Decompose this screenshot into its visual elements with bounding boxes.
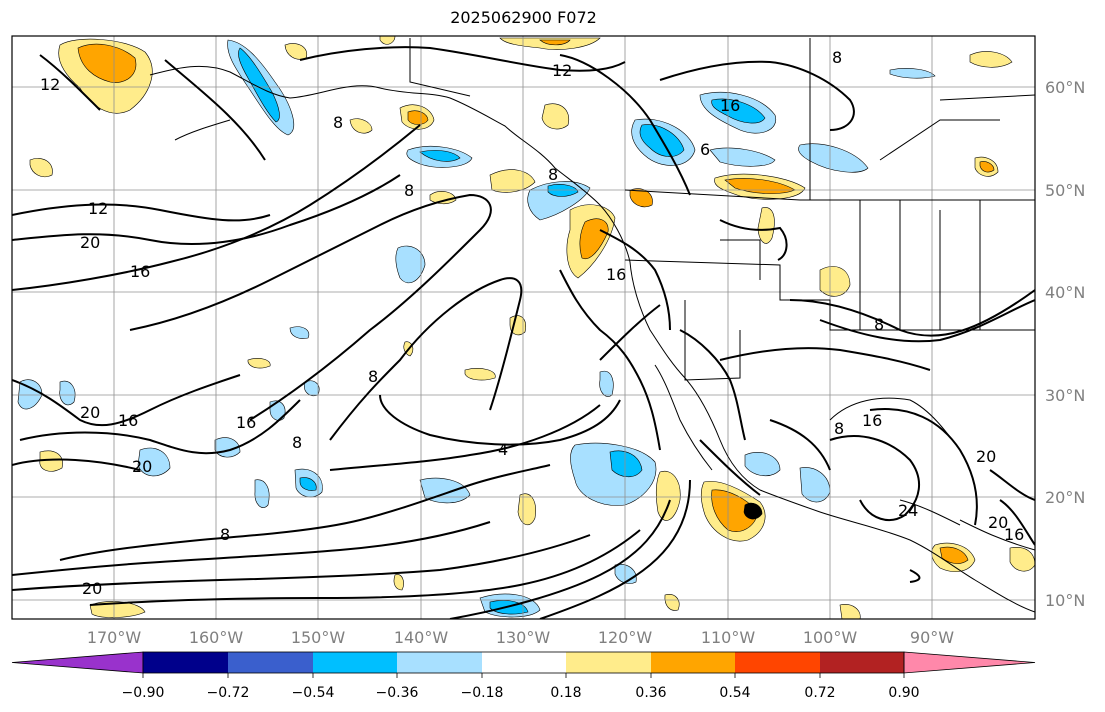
lon-label: 110°W (701, 628, 756, 647)
lat-label: 60°N (1045, 78, 1085, 97)
contour-labels: 12 12 8 8 8 8 6 12 20 16 16 16 20 16 20 … (40, 48, 1024, 598)
colorbar-tick-labels: −0.90 −0.72 −0.54 −0.36 −0.18 0.18 0.36 … (122, 685, 920, 701)
colorbar-segment (651, 652, 735, 673)
contour-label: 20 (82, 579, 102, 598)
colorbar-segment (482, 652, 566, 673)
contour-label: 8 (874, 315, 884, 334)
colorbar-tick: 0.54 (719, 685, 750, 701)
contour-label: 4 (498, 440, 508, 459)
lon-label: 150°W (291, 628, 346, 647)
colorbar-extend-min (11, 651, 144, 674)
lat-label: 50°N (1045, 181, 1085, 200)
contour-label: 16 (130, 262, 150, 281)
contour-label: 8 (292, 433, 302, 452)
contour-lines (12, 46, 1035, 619)
colorbar-segment (228, 652, 313, 673)
contour-label: 20 (988, 513, 1008, 532)
lon-label: 140°W (394, 628, 449, 647)
contour-label: 8 (220, 525, 230, 544)
contour-label: 16 (1004, 525, 1024, 544)
colorbar-tick: −0.72 (207, 685, 250, 701)
contour-label: 20 (132, 457, 152, 476)
contour-label: 12 (552, 61, 572, 80)
lat-label: 20°N (1045, 488, 1085, 507)
lat-label: 40°N (1045, 283, 1085, 302)
colorbar-outline (142, 651, 905, 674)
lon-label: 100°W (803, 628, 858, 647)
colorbar-tick: 0.72 (804, 685, 835, 701)
colorbar-tick: −0.18 (461, 685, 504, 701)
colorbar-segment (820, 652, 904, 673)
contour-label: 8 (834, 419, 844, 438)
contour-label: 12 (40, 75, 60, 94)
colorbar-segment (143, 652, 228, 673)
lon-label: 90°W (910, 628, 954, 647)
lon-label: 160°W (189, 628, 244, 647)
lon-label: 120°W (598, 628, 653, 647)
contour-label: 8 (333, 113, 343, 132)
colorbar-segment (313, 652, 397, 673)
colorbar-tick: −0.90 (122, 685, 165, 701)
contour-label: 20 (80, 403, 100, 422)
contour-label: 8 (404, 181, 414, 200)
map-frame (11, 35, 1036, 620)
colorbar-tick: 0.90 (888, 685, 919, 701)
contour-label: 8 (548, 165, 558, 184)
lat-label: 10°N (1045, 591, 1085, 610)
shading-layer (17, 36, 1035, 619)
contour-label: 12 (88, 199, 108, 218)
contour-label: 16 (720, 96, 740, 115)
colorbar-extend-max (903, 651, 1036, 674)
contour-label: 6 (700, 140, 710, 159)
colorbar-tick: 0.18 (550, 685, 581, 701)
contour-label: 16 (862, 411, 882, 430)
contour-label: 16 (606, 265, 626, 284)
colorbar (11, 651, 1036, 678)
colorbar-segment (735, 652, 820, 673)
contour-label: 16 (118, 411, 138, 430)
colorbar-segment (397, 652, 482, 673)
contour-label: 8 (832, 48, 842, 67)
colorbar-tick: 0.36 (635, 685, 666, 701)
contour-label: 20 (80, 233, 100, 252)
contour-label: 24 (898, 501, 918, 520)
colorbar-tick: −0.54 (292, 685, 335, 701)
latitude-labels: 60°N 50°N 40°N 30°N 20°N 10°N (1045, 78, 1085, 610)
longitude-labels: 170°W 160°W 150°W 140°W 130°W 120°W 110°… (87, 628, 954, 647)
lon-label: 170°W (87, 628, 142, 647)
contour-label: 8 (368, 367, 378, 386)
contour-label: 16 (236, 413, 256, 432)
colorbar-segment (566, 652, 651, 673)
colorbar-tick: −0.36 (376, 685, 419, 701)
plot-title: 2025062900 F072 (450, 8, 597, 27)
lat-label: 30°N (1045, 386, 1085, 405)
contour-label: 20 (976, 447, 996, 466)
lon-label: 130°W (496, 628, 551, 647)
